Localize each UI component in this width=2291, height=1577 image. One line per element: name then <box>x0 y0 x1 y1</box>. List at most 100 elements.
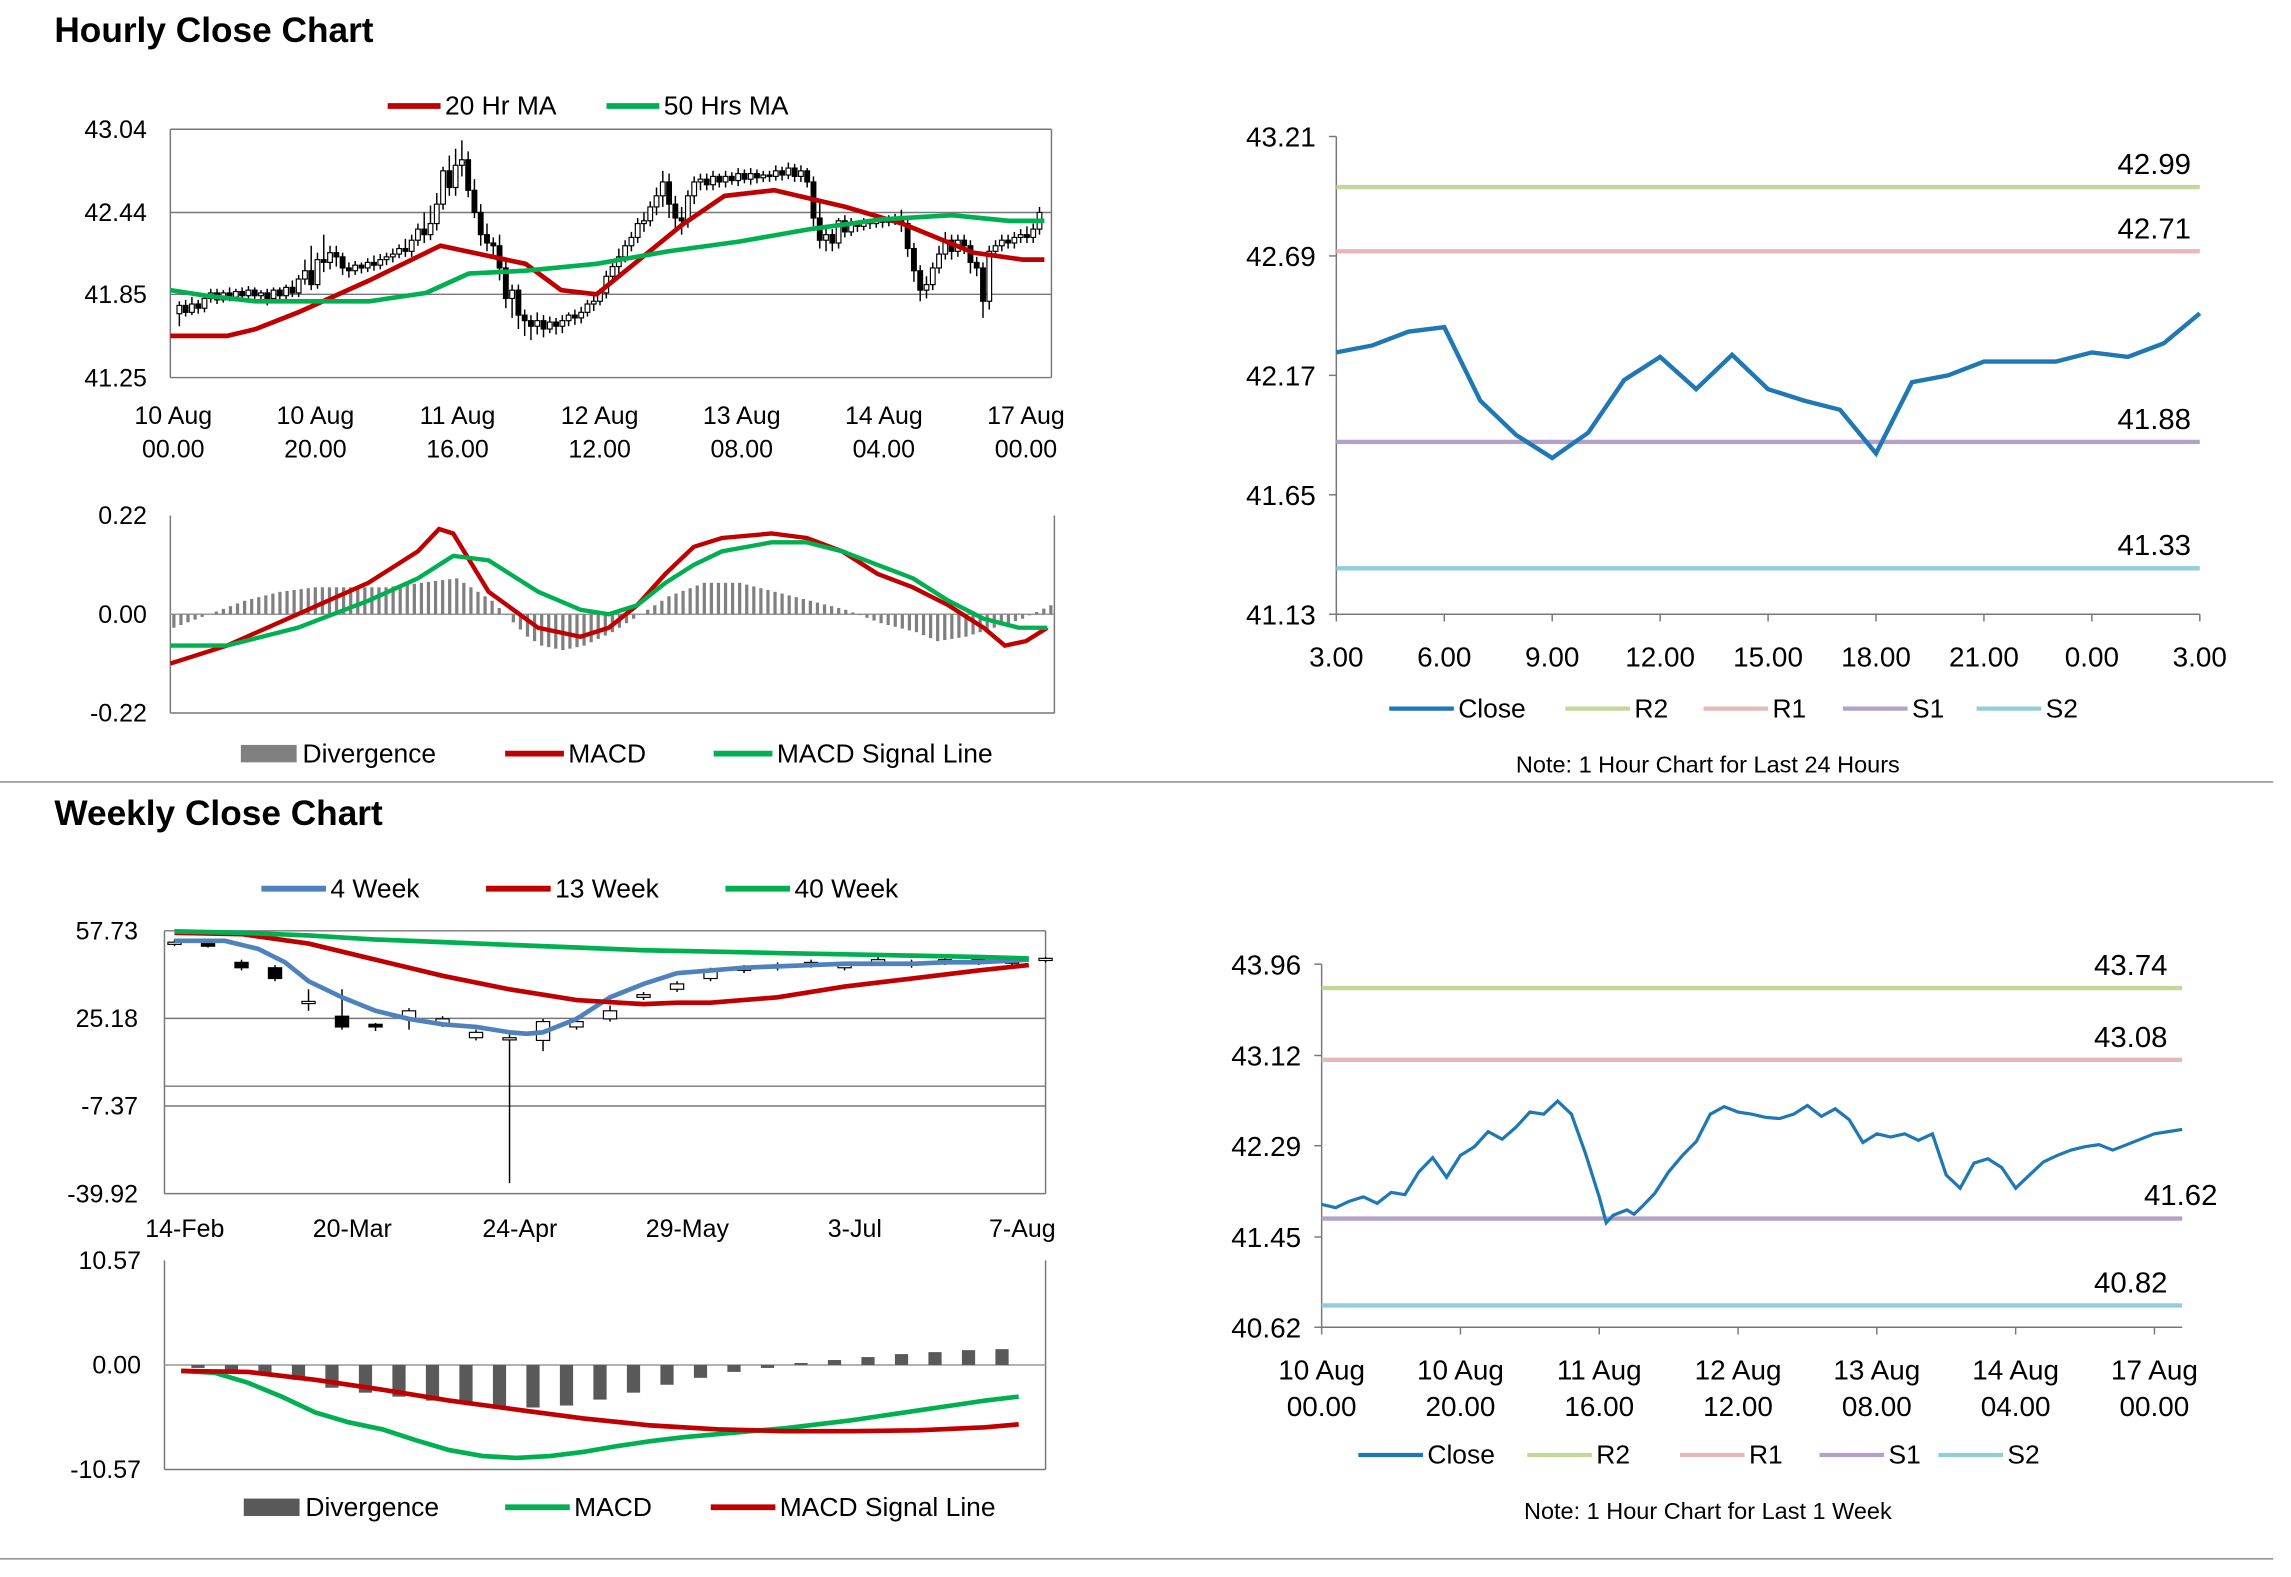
hourly-candle <box>697 178 704 183</box>
legend-50hrs-ma: 50 Hrs MA <box>664 91 789 121</box>
hourly-week-xtick: 20.00 <box>1426 1391 1496 1422</box>
legend-weekly-signal: MACD Signal Line <box>780 1492 996 1522</box>
legend-hourly-divergence: Divergence <box>303 738 437 768</box>
hourly-candle <box>666 181 673 205</box>
hourly-price-xtick: 17 Aug <box>987 403 1065 430</box>
weekly-price-xtick: 3-Jul <box>828 1216 882 1243</box>
legend-4week: 4 Week <box>330 874 420 904</box>
hourly-week-xtick: 00.00 <box>2120 1391 2190 1422</box>
hourly-candle <box>716 175 723 183</box>
hourly-price-xtick: 14 Aug <box>845 403 923 430</box>
weekly-candle <box>569 1021 584 1028</box>
hourly-week-xtick: 10 Aug <box>1417 1355 1504 1386</box>
weekly-divergence-bar <box>459 1364 473 1404</box>
hourly-candle <box>402 247 409 252</box>
weekly-divergence-bar <box>492 1364 507 1407</box>
hourly-week-xtick: 13 Aug <box>1833 1355 1920 1386</box>
hourly-candle <box>584 303 591 313</box>
section-divider <box>0 781 2274 783</box>
hourly-24h-xtick: 3.00 <box>2173 642 2227 673</box>
hourly-week-xtick: 00.00 <box>1287 1391 1357 1422</box>
hourly-24h-ytick: 43.21 <box>1246 122 1316 153</box>
weekly-divergence-bar <box>526 1364 540 1408</box>
hourly-candle <box>176 304 183 315</box>
weekly-divergence-bar <box>693 1364 708 1378</box>
hourly-candle <box>804 170 811 183</box>
weekly-candle <box>636 994 651 998</box>
weekly-candle <box>669 983 685 990</box>
hourly-24h-note: Note: 1 Hour Chart for Last 24 Hours <box>1516 752 1900 778</box>
hourly-candle <box>465 159 472 191</box>
hourly-price-xtick: 20.00 <box>284 437 346 464</box>
hourly-24h-xtick: 21.00 <box>1949 642 2019 673</box>
week-level-s2-label: 40.82 <box>2094 1268 2167 1300</box>
weekly-candle <box>468 1031 484 1039</box>
hourly-candle <box>421 228 428 236</box>
hourly-candle <box>923 284 930 291</box>
hourly-candle <box>358 264 365 269</box>
week-level-r1-label: 43.08 <box>2094 1022 2167 1054</box>
hourly-candle <box>377 259 384 266</box>
hourly-candle <box>754 173 760 179</box>
hourly-24h-xtick: 12.00 <box>1625 642 1695 673</box>
weekly-divergence-bar <box>191 1364 205 1368</box>
hourly-candle <box>1011 236 1018 244</box>
hourly-price-xtick: 10 Aug <box>134 403 212 430</box>
weekly-price-ytick: -7.37 <box>81 1094 138 1121</box>
hourly-candle <box>728 175 735 182</box>
hourly-week-note: Note: 1 Hour Chart for Last 1 Week <box>1524 1498 1892 1524</box>
legend-hourly-signal: MACD Signal Line <box>777 738 993 768</box>
weekly-divergence-bar <box>626 1364 641 1393</box>
hourly-candle <box>458 159 465 166</box>
hourly-24h-ytick: 41.65 <box>1246 480 1316 511</box>
hourly-candle <box>1005 239 1012 244</box>
hourly-candle <box>797 170 804 177</box>
hourly-candle <box>283 286 290 297</box>
hourly-candle <box>182 304 189 313</box>
weekly-candle <box>368 1023 383 1028</box>
weekly-divergence-bar <box>425 1364 440 1401</box>
hourly-week-close-line <box>1321 1098 2183 1227</box>
legend-r2: R2 <box>1634 693 1668 723</box>
hourly-candle <box>251 289 258 297</box>
weekly-macd-line <box>181 1368 1019 1461</box>
ma-40week-line <box>174 929 1029 961</box>
legend-weekly-divergence: Divergence <box>305 1492 439 1522</box>
weekly-divergence-bar <box>760 1364 775 1368</box>
hourly-candle <box>829 234 836 244</box>
weekly-macd-ytick: 10.57 <box>79 1248 141 1275</box>
hourly-candle <box>477 211 484 236</box>
hourly-macd-ytick: 0.22 <box>98 503 147 530</box>
weekly-price-ytick: 57.73 <box>76 919 138 946</box>
weekly-divergence-bar <box>224 1364 239 1370</box>
hourly-week-xtick: 12 Aug <box>1695 1355 1782 1386</box>
hourly-candle <box>1030 228 1037 239</box>
legend-week-r1: R1 <box>1749 1440 1783 1470</box>
hourly-candle <box>659 181 666 197</box>
hourly-candle <box>747 173 754 180</box>
hourly-24h-xtick: 3.00 <box>1309 642 1363 673</box>
hourly-candle <box>735 173 742 182</box>
legend-r1: R1 <box>1772 693 1806 723</box>
week-level-r2-label: 43.74 <box>2094 950 2167 982</box>
hourly-candle <box>383 256 390 261</box>
weekly-macd-ytick: 0.00 <box>92 1353 141 1380</box>
hourly-candle <box>245 289 252 297</box>
hourly-candle <box>195 303 202 309</box>
level-s1-label: 41.88 <box>2118 404 2191 436</box>
legend-s1: S1 <box>1912 693 1944 723</box>
hourly-24h-xtick: 18.00 <box>1841 642 1911 673</box>
hourly-candle <box>929 267 936 286</box>
hourly-candle <box>490 242 497 247</box>
weekly-divergence-bar <box>894 1354 909 1365</box>
weekly-price-ytick: -39.92 <box>67 1181 138 1208</box>
weekly-divergence-bar <box>995 1349 1009 1365</box>
hourly-candle <box>998 239 1005 247</box>
hourly-price-xtick: 16.00 <box>426 437 488 464</box>
hourly-candle <box>320 259 327 263</box>
hourly-candle <box>264 292 271 300</box>
hourly-candle <box>565 314 572 322</box>
hourly-candle <box>509 289 516 300</box>
hourly-candle <box>232 290 239 298</box>
legend-week-s2: S2 <box>2007 1440 2039 1470</box>
